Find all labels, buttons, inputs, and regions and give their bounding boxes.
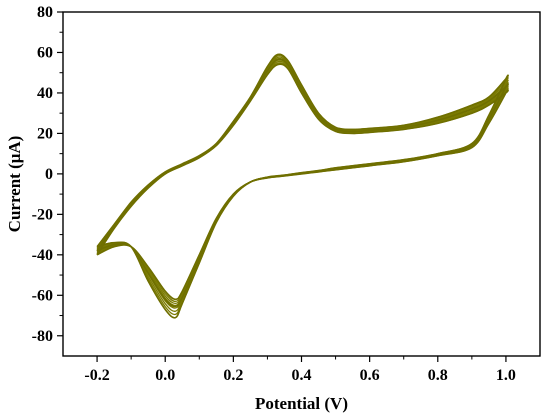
- plot-border: [62, 11, 541, 357]
- y-axis-ticks: -80 -60 -40 -20 0 20 40 60 80: [32, 4, 63, 345]
- x-axis-title: Potential (V): [255, 394, 348, 413]
- y-tick-label: 0: [45, 166, 53, 183]
- x-tick-label: 0.2: [223, 367, 243, 384]
- x-tick-label: 0.4: [292, 367, 312, 384]
- cv-cycle-line: [96, 63, 509, 300]
- x-tick-label: 1.0: [496, 367, 516, 384]
- y-axis-title: Current (μA): [5, 136, 24, 233]
- x-axis-ticks: -0.2 0.0 0.2 0.4 0.6 0.8 1.0: [84, 356, 516, 384]
- cv-cycle-line: [96, 62, 509, 303]
- x-tick-label: 0.6: [360, 367, 380, 384]
- plot-frame: [62, 11, 541, 357]
- y-tick-label: -80: [32, 328, 53, 345]
- y-tick-label: 60: [37, 44, 53, 61]
- cv-series-line: [96, 63, 509, 301]
- y-tick-label: 80: [37, 4, 53, 21]
- x-tick-label: -0.2: [84, 367, 109, 384]
- y-tick-label: 20: [37, 125, 53, 142]
- cv-cycle-line: [96, 59, 509, 307]
- y-tick-label: -20: [32, 206, 53, 223]
- cv-cycle-line: [96, 60, 509, 305]
- y-tick-label: -40: [32, 247, 53, 264]
- cv-series-line: [96, 53, 509, 319]
- x-tick-label: 0.8: [428, 367, 448, 384]
- cv-series-line: [96, 58, 509, 308]
- curves-group: [96, 53, 509, 319]
- y-tick-label: -60: [32, 287, 53, 304]
- y-tick-label: 40: [37, 85, 53, 102]
- x-tick-label: 0.0: [155, 367, 175, 384]
